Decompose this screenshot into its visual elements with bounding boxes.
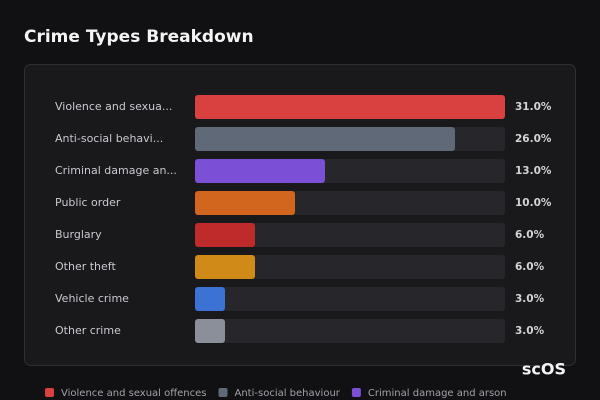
category-label: Criminal damage an...	[55, 164, 177, 177]
chart-title: Crime Types Breakdown	[24, 27, 254, 47]
value-label: 6.0%	[515, 229, 545, 241]
bar	[195, 191, 295, 215]
bar-track	[195, 255, 505, 279]
bar	[195, 95, 505, 119]
category-label: Vehicle crime	[55, 292, 129, 305]
legend-swatch	[45, 388, 54, 397]
legend-label: Criminal damage and arson	[368, 388, 507, 399]
legend-swatch	[218, 388, 228, 397]
category-label: Other theft	[55, 260, 116, 273]
value-label: 10.0%	[515, 197, 552, 209]
legend-label: Violence and sexual offences	[61, 388, 207, 399]
category-label: Public order	[55, 196, 121, 209]
value-label: 26.0%	[515, 133, 552, 145]
bar	[195, 287, 225, 311]
value-label: 31.0%	[515, 101, 552, 113]
category-label: Other crime	[55, 324, 121, 337]
category-label: Violence and sexua...	[55, 100, 172, 113]
bar	[195, 223, 255, 247]
bar	[195, 127, 455, 151]
bar	[195, 255, 255, 279]
value-label: 6.0%	[515, 261, 545, 273]
value-label: 3.0%	[515, 325, 545, 337]
value-label: 13.0%	[515, 165, 552, 177]
bar	[195, 319, 225, 343]
legend-swatch	[351, 388, 361, 397]
bar-track	[195, 319, 505, 343]
bar-track	[195, 223, 505, 247]
value-label: 3.0%	[515, 293, 545, 305]
bar-track	[195, 287, 505, 311]
category-label: Anti-social behavi...	[55, 132, 163, 145]
legend-label: Anti-social behaviour	[235, 388, 341, 399]
bar	[195, 159, 325, 183]
watermark: scOS	[522, 360, 566, 379]
category-label: Burglary	[55, 228, 102, 241]
